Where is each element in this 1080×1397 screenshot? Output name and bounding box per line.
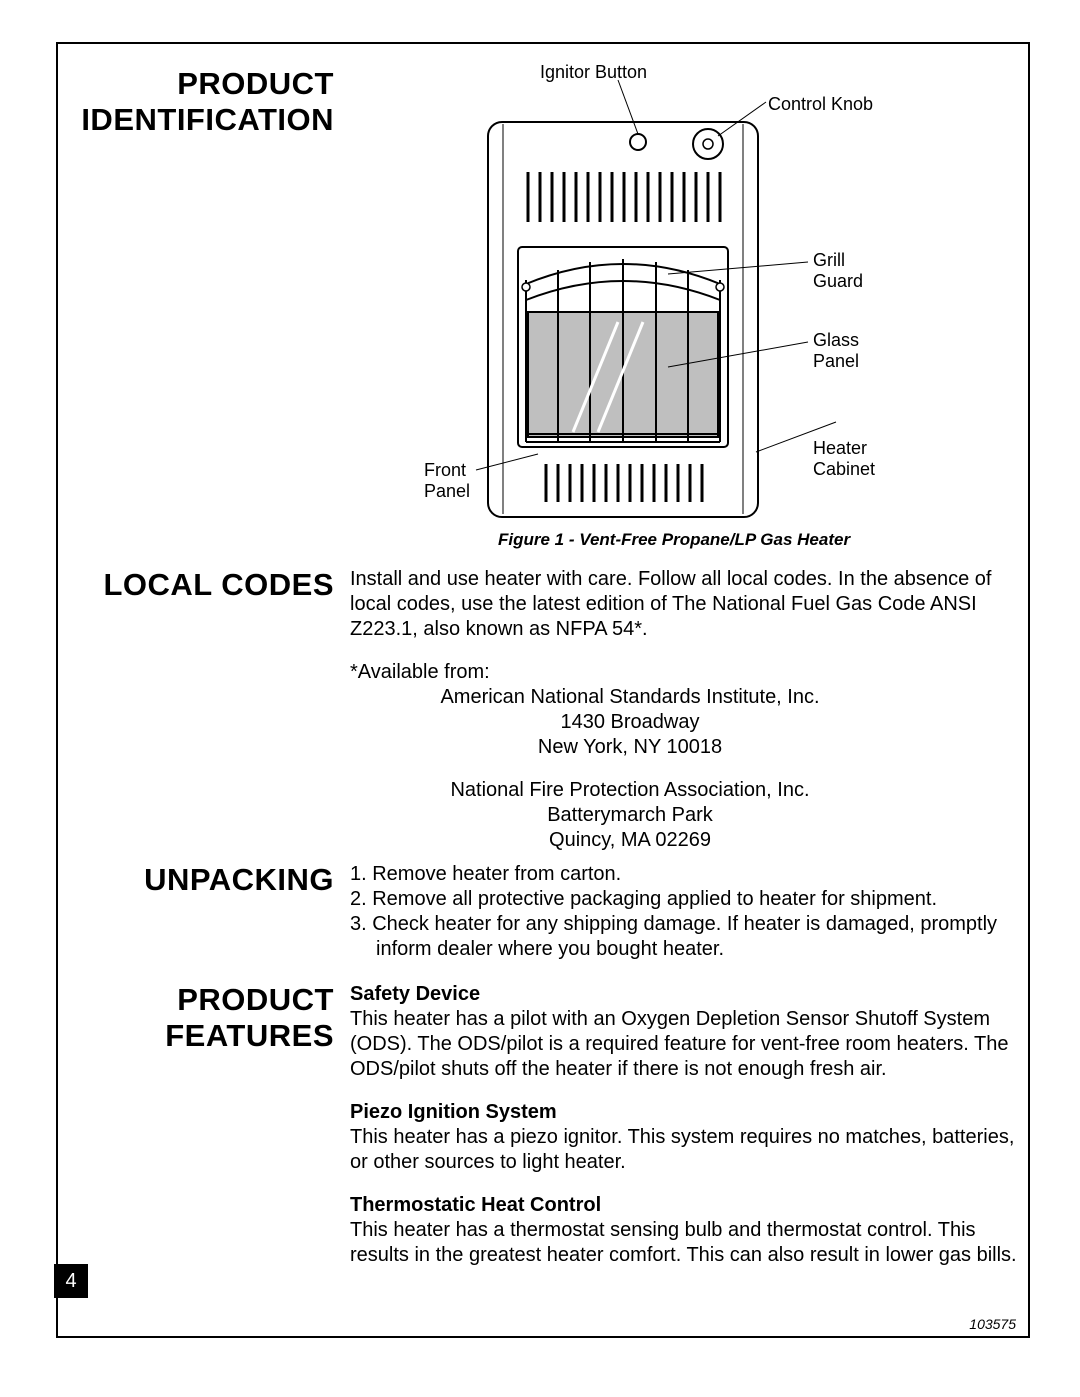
label-line: Front	[424, 460, 466, 480]
paragraph: This heater has a pilot with an Oxygen D…	[350, 1007, 1020, 1082]
heading-local-codes: LOCAL CODES	[76, 567, 334, 603]
page-content: PRODUCT IDENTIFICATION	[56, 42, 1030, 1338]
label-ignitor-button: Ignitor Button	[540, 62, 647, 83]
label-line: Grill	[813, 250, 845, 270]
page-number: 4	[54, 1264, 88, 1298]
label-control-knob: Control Knob	[768, 94, 873, 115]
address-line: Quincy, MA 02269	[549, 829, 711, 851]
list-item: 1. Remove heater from carton.	[350, 862, 1020, 887]
label-line: Heater	[813, 438, 867, 458]
label-line: Panel	[424, 481, 470, 501]
label-line: Guard	[813, 271, 863, 291]
paragraph: Install and use heater with care. Follow…	[350, 567, 1020, 642]
label-heater-cabinet: Heater Cabinet	[813, 438, 875, 479]
figure-caption: Figure 1 - Vent-Free Propane/LP Gas Heat…	[498, 530, 850, 550]
document-id: 103575	[969, 1316, 1016, 1332]
product-diagram: Ignitor Button Control Knob Grill Guard …	[368, 62, 988, 562]
unpacking-list: 1. Remove heater from carton. 2. Remove …	[350, 862, 1020, 962]
feature-subhead: Safety Device	[350, 982, 1020, 1007]
address-block: American National Standards Institute, I…	[350, 685, 910, 760]
list-item: 3. Check heater for any shipping damage.…	[350, 912, 1020, 962]
feature-subhead: Thermostatic Heat Control	[350, 1193, 1020, 1218]
address-line: 1430 Broadway	[561, 711, 700, 733]
label-line: Cabinet	[813, 459, 875, 479]
paragraph: This heater has a thermostat sensing bul…	[350, 1218, 1020, 1268]
list-item: 2. Remove all protective packaging appli…	[350, 887, 1020, 912]
address-line: National Fire Protection Association, In…	[450, 779, 809, 801]
address-line: New York, NY 10018	[538, 736, 722, 758]
product-features-body: Safety Device This heater has a pilot wi…	[350, 982, 1020, 1268]
heading-product-features: PRODUCT FEATURES	[76, 982, 334, 1053]
address-line: Batterymarch Park	[547, 804, 713, 826]
feature-subhead: Piezo Ignition System	[350, 1100, 1020, 1125]
label-glass-panel: Glass Panel	[813, 330, 859, 371]
label-front-panel: Front Panel	[424, 460, 470, 501]
paragraph: *Available from:	[350, 660, 1020, 685]
heading-product-identification: PRODUCT IDENTIFICATION	[76, 66, 334, 137]
label-line: Panel	[813, 351, 859, 371]
label-grill-guard: Grill Guard	[813, 250, 863, 291]
paragraph: This heater has a piezo ignitor. This sy…	[350, 1125, 1020, 1175]
local-codes-body: Install and use heater with care. Follow…	[350, 567, 1020, 853]
address-block: National Fire Protection Association, In…	[350, 778, 910, 853]
label-line: Glass	[813, 330, 859, 350]
address-line: American National Standards Institute, I…	[440, 686, 819, 708]
heading-unpacking: UNPACKING	[76, 862, 334, 898]
